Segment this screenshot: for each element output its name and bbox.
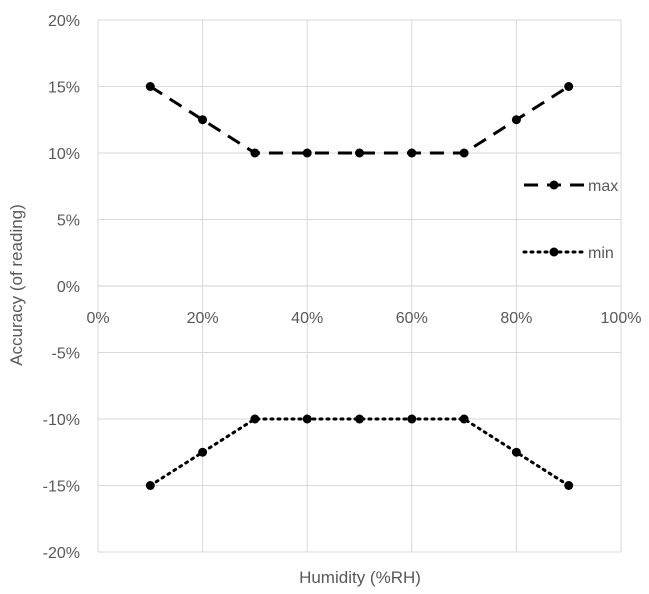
- data-point-max: [146, 82, 155, 91]
- data-point-min: [355, 415, 364, 424]
- data-point-min: [146, 481, 155, 490]
- series-line-max: [150, 87, 568, 154]
- legend-entry-min: min: [524, 245, 614, 262]
- series-line-min: [150, 419, 568, 486]
- data-point-min: [564, 481, 573, 490]
- data-point-max: [564, 82, 573, 91]
- y-tick-label: 5%: [57, 213, 80, 230]
- tick-labels: 20% 15% 10% 5% 0% -5% -10% -15% -20% 0% 20% 40% 60% 8…: [43, 13, 642, 562]
- data-point-max: [460, 149, 469, 158]
- data-point-min: [303, 415, 312, 424]
- data-point-min: [198, 448, 207, 457]
- x-tick-label: 20%: [187, 310, 219, 327]
- x-tick-label: 0%: [86, 310, 109, 327]
- y-tick-label: 10%: [48, 146, 80, 163]
- legend-marker-min: [550, 248, 559, 257]
- data-point-max: [303, 149, 312, 158]
- y-tick-label: -20%: [43, 545, 80, 562]
- legend-entry-max: max: [524, 178, 618, 195]
- legend-label-min: min: [588, 245, 614, 262]
- legend-label-max: max: [588, 178, 618, 195]
- data-point-min: [460, 415, 469, 424]
- x-axis-title: Humidity (%RH): [299, 568, 421, 587]
- data-point-min: [512, 448, 521, 457]
- data-point-max: [198, 115, 207, 124]
- x-tick-label: 60%: [396, 310, 428, 327]
- data-point-min: [407, 415, 416, 424]
- data-point-max: [250, 149, 259, 158]
- data-point-max: [355, 149, 364, 158]
- x-tick-label: 80%: [500, 310, 532, 327]
- data-point-max: [407, 149, 416, 158]
- y-tick-label: 0%: [57, 279, 80, 296]
- data-point-min: [250, 415, 259, 424]
- y-tick-label: 15%: [48, 80, 80, 97]
- y-tick-label: 20%: [48, 13, 80, 30]
- y-tick-label: -5%: [52, 346, 80, 363]
- y-axis-title: Accuracy (of reading): [7, 204, 26, 366]
- legend-marker-max: [550, 181, 559, 190]
- y-tick-label: -15%: [43, 479, 80, 496]
- x-tick-label: 40%: [291, 310, 323, 327]
- x-tick-label: 100%: [601, 310, 642, 327]
- y-tick-label: -10%: [43, 412, 80, 429]
- data-point-max: [512, 115, 521, 124]
